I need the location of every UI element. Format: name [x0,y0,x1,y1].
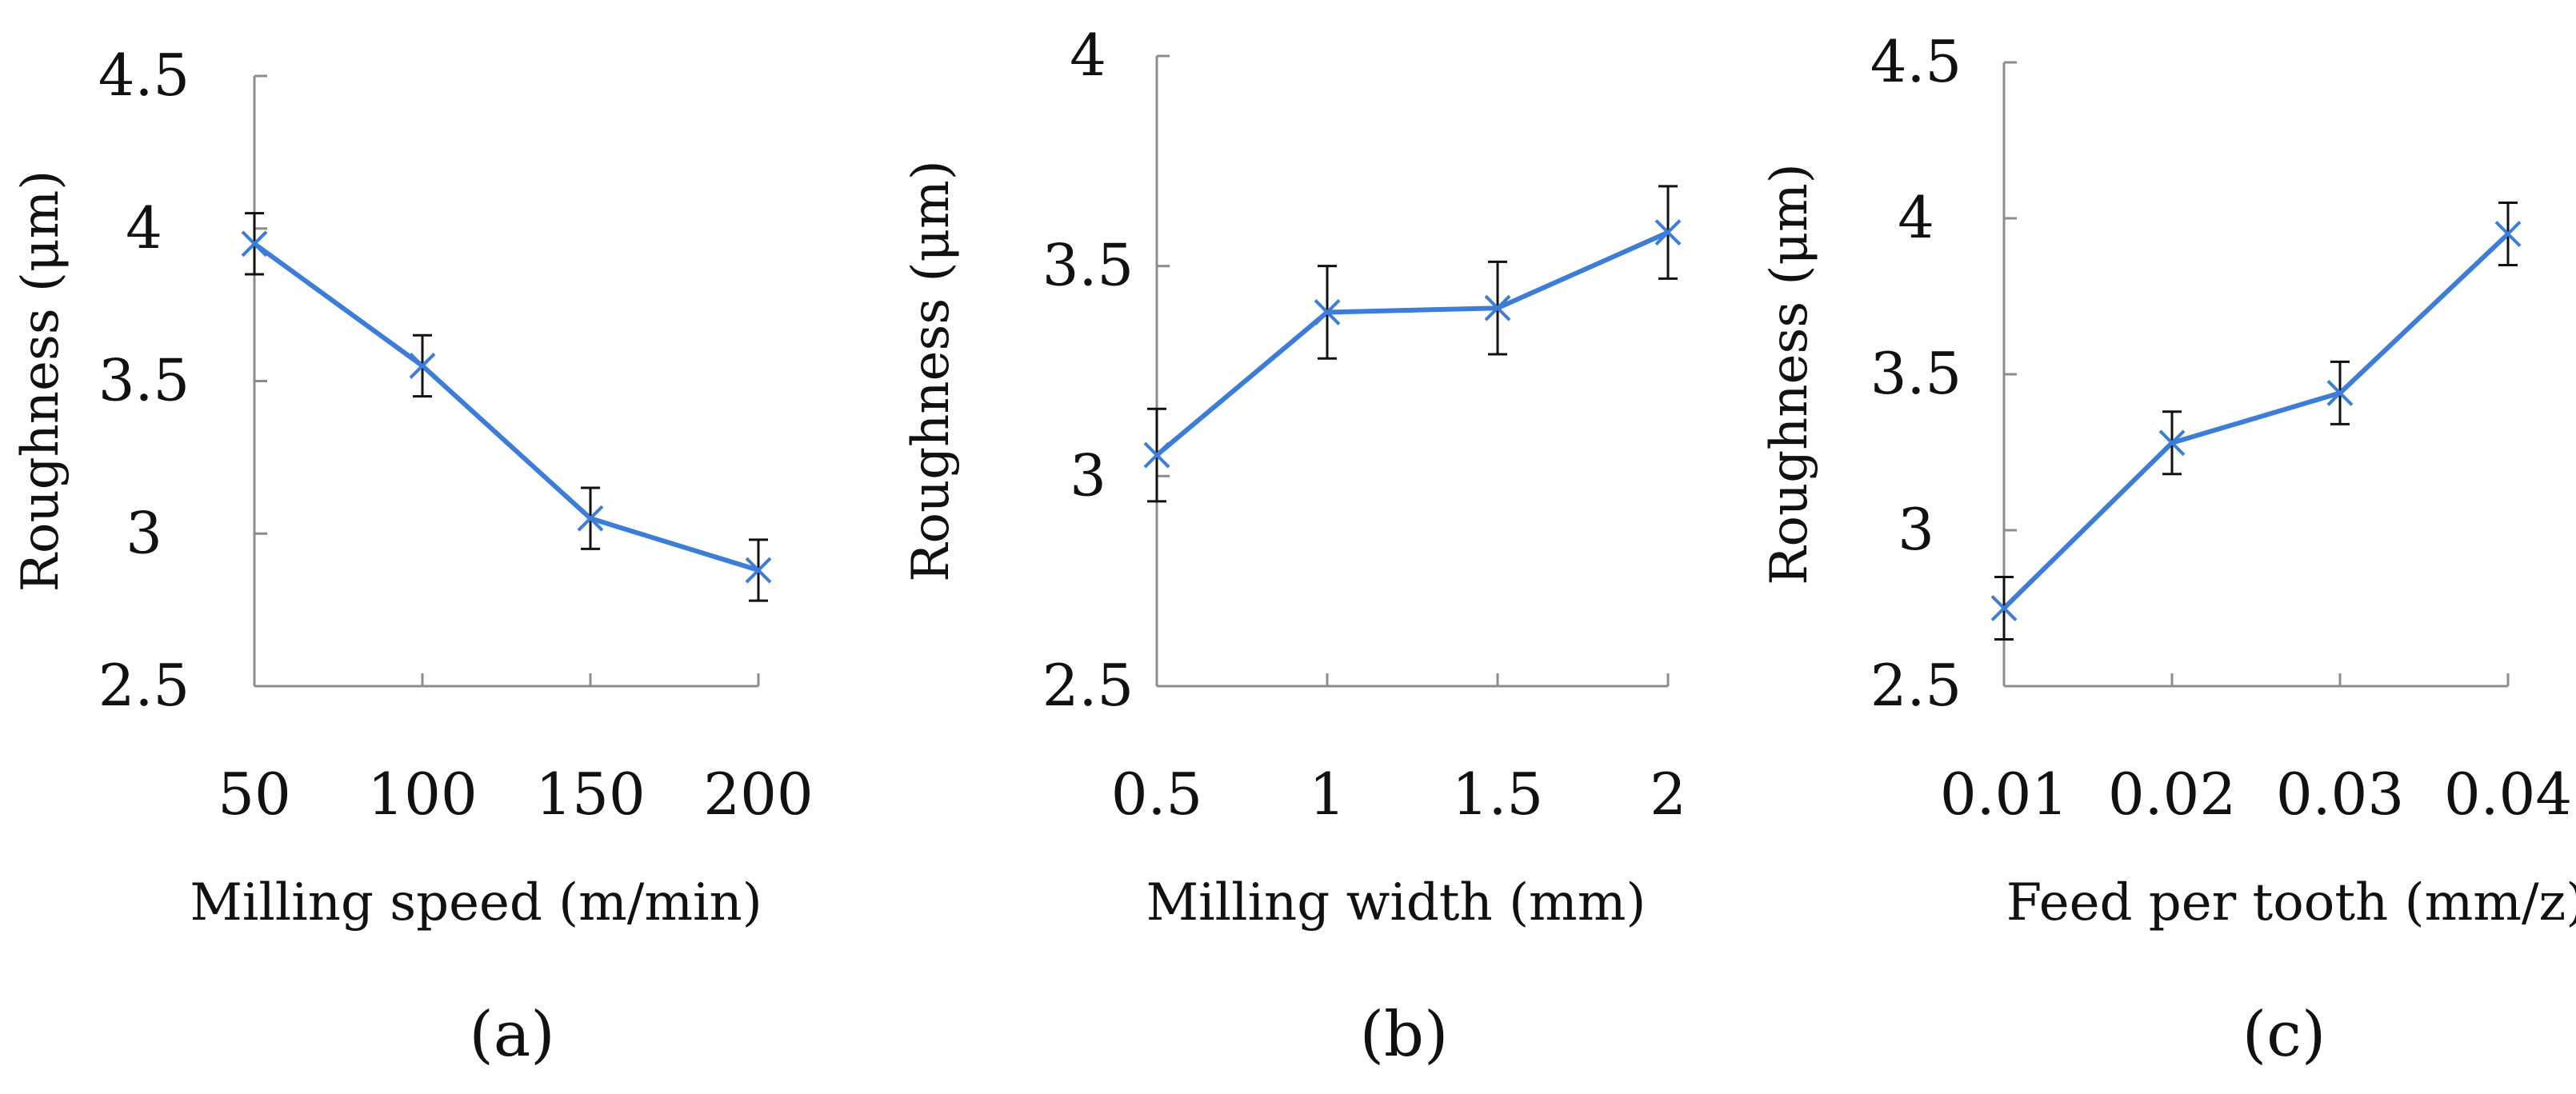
y-tick-label: 2.5 [98,652,190,719]
x-tick-label: 1 [1309,761,1346,828]
chart-panel-1: 2.5 3 3.5 4 4.5 50 100 150 200 Roughness (μm) Mill… [11,42,814,1071]
y-tick-label: 4 [1898,184,1934,251]
data-point-marker [1314,299,1341,325]
data-point-marker [2158,429,2186,457]
y-tick-label: 4 [1070,22,1106,89]
data-point-marker [2326,379,2354,406]
y-tick-label: 2.5 [1870,652,1962,719]
x-tick-label: 200 [703,761,813,828]
y-tick-label: 3 [126,499,162,566]
series-line [253,242,759,573]
y-tick-label: 3 [1070,441,1106,509]
x-axis-title: Feed per tooth (mm/z) [2006,873,2576,932]
y-tick-label: 4.5 [1870,28,1962,95]
data-point-marker [745,557,772,584]
panel-label: (b) [1360,999,1449,1071]
data-point-marker [1654,219,1682,246]
x-tick-label: 0.04 [2444,761,2572,828]
x-axis-title: Milling width (mm) [1146,873,1646,932]
x-tick-label: 0.01 [1940,761,2068,828]
x-tick-label: 50 [218,761,291,828]
x-tick-label: 2 [1650,761,1686,828]
data-point-marker [577,505,604,532]
y-axis-title: Roughness (μm) [902,160,961,581]
series-line [2002,232,2510,610]
y-tick-label: 3 [1898,496,1934,563]
x-tick-label: 0.03 [2276,761,2404,828]
x-tick-label: 100 [367,761,477,828]
data-point-marker [2494,221,2522,247]
y-tick-label: 3.5 [1870,340,1962,407]
chart-panel-3: 2.5 3 3.5 4 4.5 0.01 0.02 0.03 0.04 Roughness (μm… [1760,28,2576,1071]
y-tick-label: 4 [126,194,162,262]
y-tick-label: 3.5 [1042,232,1134,299]
x-tick-label: 0.02 [2108,761,2236,828]
series-line [1155,230,1670,457]
panel-label: (a) [469,999,554,1071]
data-point-marker [409,353,436,379]
y-tick-label: 4.5 [98,42,190,109]
x-tick-label: 0.5 [1111,761,1203,828]
chart-panel-2: 2.5 3 3.5 4 0.5 1 1.5 2 Roughness (μm) Milling wi… [902,22,1686,1071]
x-tick-label: 1.5 [1452,761,1544,828]
panel-label: (c) [2242,999,2326,1071]
x-tick-label: 150 [535,761,645,828]
y-tick-label: 2.5 [1042,652,1134,719]
y-axis-title: Roughness (μm) [1760,163,1819,585]
data-point-marker [1143,441,1170,469]
y-axis-title: Roughness (μm) [11,170,70,592]
data-point-marker [1990,595,2018,621]
data-point-marker [241,230,268,258]
data-point-marker [1484,294,1511,321]
y-tick-label: 3.5 [98,347,190,414]
x-axis-title: Milling speed (m/min) [190,873,762,932]
